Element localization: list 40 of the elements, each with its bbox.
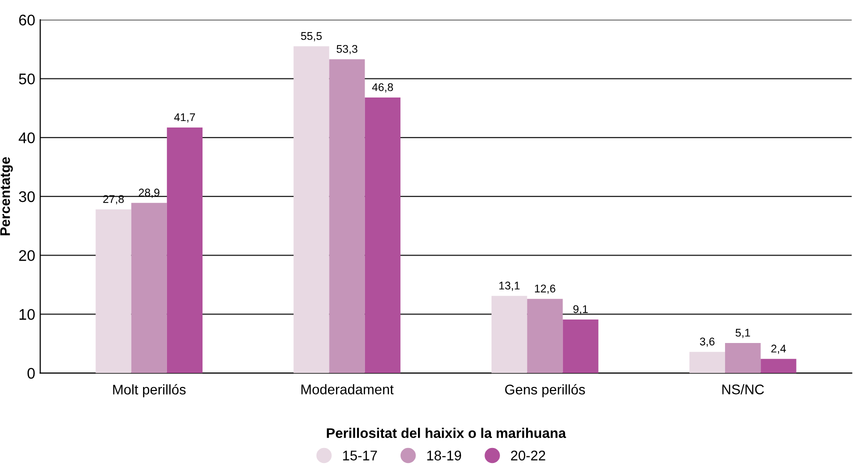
bar <box>689 352 726 374</box>
legend-label: 15-17 <box>343 450 377 460</box>
y-tick-label: 10 <box>20 309 35 320</box>
bar <box>562 319 598 374</box>
data-label: 27,8 <box>103 195 124 204</box>
x-tick-label: Molt perillós <box>113 384 186 398</box>
bar <box>329 59 365 374</box>
data-label: 5,1 <box>736 328 750 338</box>
data-label: 13,1 <box>499 282 520 291</box>
data-label: 2,4 <box>771 344 786 354</box>
bar <box>294 46 330 374</box>
data-label: 28,9 <box>138 188 160 198</box>
bar <box>527 298 563 374</box>
y-tick-label: 0 <box>27 368 35 379</box>
bar <box>166 128 203 374</box>
y-tick-label: 50 <box>18 74 35 84</box>
data-label: 3,6 <box>700 338 714 347</box>
y-tick-label: 30 <box>18 191 35 202</box>
bar <box>131 202 167 374</box>
data-label: 46,8 <box>372 83 393 92</box>
x-tick-label: Moderadament <box>301 384 394 394</box>
bar <box>96 209 132 374</box>
bar <box>492 296 528 374</box>
y-tick-label: 20 <box>19 250 35 261</box>
legend-label: 18-19 <box>427 450 462 460</box>
y-tick-label: 40 <box>18 132 35 144</box>
bar <box>725 343 761 374</box>
data-label: 9,1 <box>573 305 588 314</box>
data-label: 55,5 <box>301 32 322 42</box>
y-tick-label: 60 <box>19 14 35 26</box>
y-axis-title: Percentatge <box>0 157 13 236</box>
data-label: 41,7 <box>174 113 195 122</box>
legend-label: 20-22 <box>511 450 546 460</box>
bar <box>760 358 796 374</box>
data-label: 12,6 <box>534 284 556 294</box>
bar <box>364 97 400 374</box>
x-axis-title: Perillositat del haixix o la marihuana <box>326 428 566 438</box>
x-tick-label: Gens perillós <box>505 384 585 398</box>
x-tick-label: NS/NC <box>722 384 764 394</box>
data-label: 53,3 <box>336 44 358 54</box>
